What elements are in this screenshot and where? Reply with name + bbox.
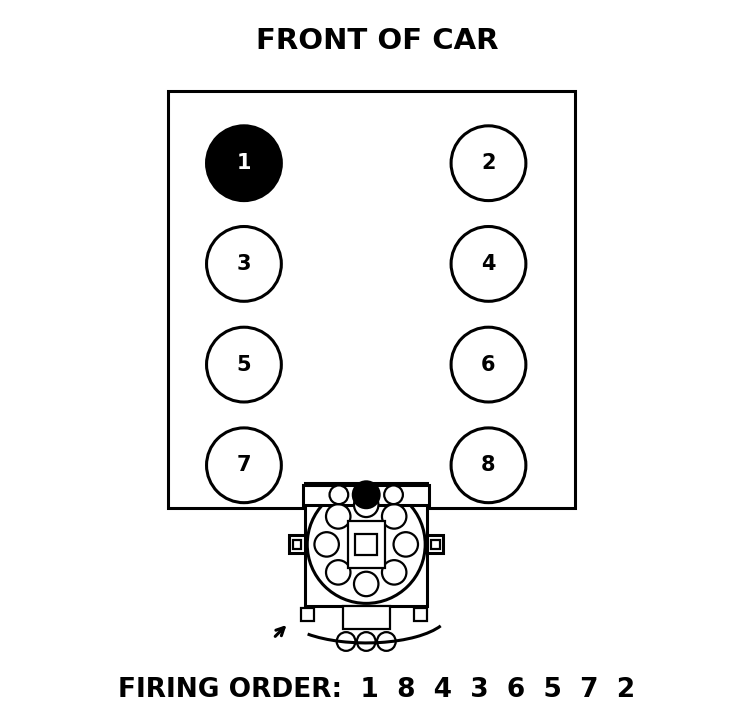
Bar [303,484,429,505]
Bar [168,91,575,508]
Text: 3: 3 [237,254,251,274]
Circle shape [451,227,526,301]
Circle shape [329,485,348,504]
Text: 8: 8 [481,456,495,475]
Bar [431,540,440,549]
Circle shape [207,126,281,201]
Circle shape [382,560,406,585]
Circle shape [382,504,406,529]
Bar [428,536,443,553]
Circle shape [314,532,339,557]
Circle shape [207,327,281,402]
Bar [305,483,428,606]
Bar [290,536,305,553]
Text: FIRING ORDER:  1  8  4  3  6  5  7  2: FIRING ORDER: 1 8 4 3 6 5 7 2 [118,677,636,703]
Text: 5: 5 [237,355,251,375]
Circle shape [385,485,403,504]
Circle shape [394,532,418,557]
Circle shape [357,632,375,651]
Circle shape [354,482,379,508]
Text: 2: 2 [481,153,495,173]
Circle shape [326,560,351,585]
Circle shape [354,492,379,517]
Circle shape [451,327,526,402]
Bar [293,540,302,549]
Circle shape [307,485,425,604]
Text: 6: 6 [481,355,495,375]
Bar [355,534,377,555]
Bar [415,609,428,622]
Text: 7: 7 [237,456,251,475]
Bar [343,606,390,629]
Circle shape [354,572,379,596]
Bar [302,609,314,622]
Circle shape [451,428,526,503]
Bar [348,521,385,567]
Circle shape [451,126,526,201]
Circle shape [326,504,351,529]
Circle shape [207,428,281,503]
Circle shape [337,632,355,651]
Text: 4: 4 [481,254,495,274]
Circle shape [207,227,281,301]
Circle shape [377,632,396,651]
Text: FRONT OF CAR: FRONT OF CAR [256,27,498,55]
Text: 1: 1 [237,153,251,173]
